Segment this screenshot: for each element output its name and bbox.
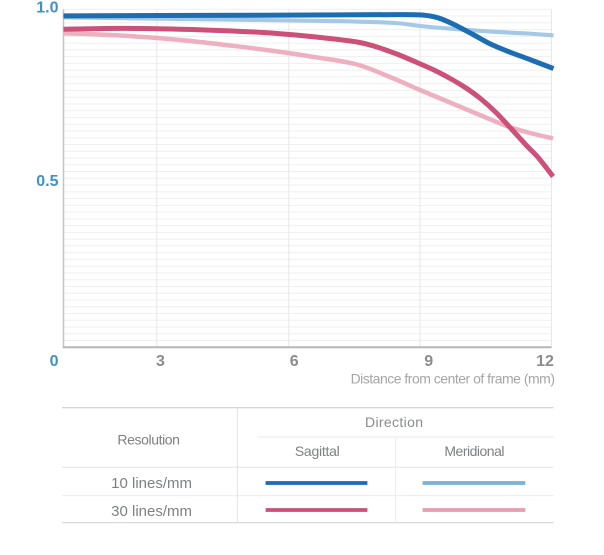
svg-text:1.0: 1.0 <box>36 0 58 17</box>
svg-text:Meridional: Meridional <box>444 443 504 459</box>
svg-text:0.5: 0.5 <box>36 173 58 190</box>
svg-text:Distance from center of frame: Distance from center of frame (mm) <box>351 371 555 387</box>
svg-text:Resolution: Resolution <box>117 431 179 447</box>
svg-text:6: 6 <box>290 353 299 370</box>
svg-text:0: 0 <box>50 353 59 370</box>
svg-text:30 lines/mm: 30 lines/mm <box>111 503 192 520</box>
svg-text:10 lines/mm: 10 lines/mm <box>111 475 192 492</box>
svg-text:Sagittal: Sagittal <box>295 443 340 459</box>
svg-text:3: 3 <box>156 353 165 370</box>
svg-text:12: 12 <box>536 353 554 370</box>
svg-text:Direction: Direction <box>365 414 423 430</box>
svg-text:9: 9 <box>424 353 433 370</box>
